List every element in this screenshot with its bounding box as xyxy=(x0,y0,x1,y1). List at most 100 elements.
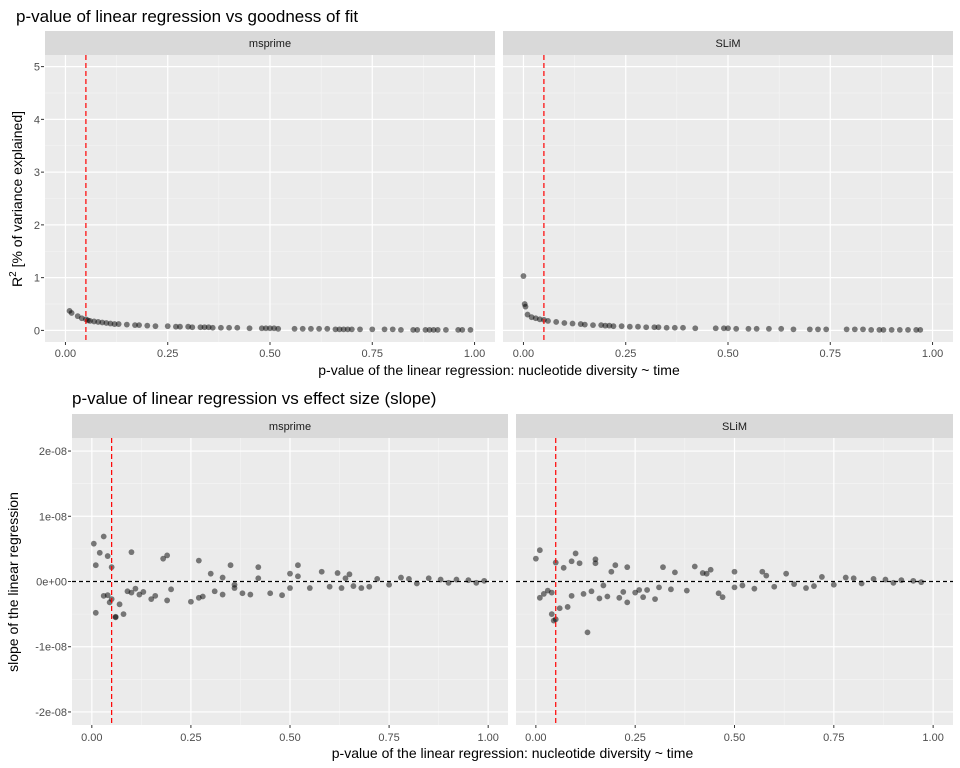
data-point xyxy=(715,590,722,597)
data-point xyxy=(643,324,650,331)
data-point xyxy=(459,326,466,333)
data-point xyxy=(123,321,130,328)
data-point xyxy=(287,570,293,577)
data-point xyxy=(481,577,488,584)
data-point xyxy=(263,325,269,332)
data-point xyxy=(410,326,417,333)
data-point xyxy=(751,585,758,592)
data-point xyxy=(759,568,766,575)
data-point xyxy=(366,583,373,590)
data-point xyxy=(120,611,127,618)
data-point xyxy=(888,326,895,333)
y-axis-title-main: R xyxy=(9,277,25,287)
facet-strip xyxy=(503,31,953,55)
data-point xyxy=(344,326,351,333)
data-point xyxy=(389,326,396,333)
data-point xyxy=(111,321,118,327)
data-point xyxy=(918,579,925,586)
data-point xyxy=(211,588,218,595)
data-point xyxy=(703,570,710,577)
data-point xyxy=(576,560,583,567)
data-point xyxy=(164,323,171,330)
panel-slim: SLiM 0.00 0.25 0.50 0.75 1.00 xyxy=(516,414,953,744)
panel-slim: SLiM 0.00 0.25 0.50 0.75 1.00 xyxy=(503,31,953,360)
data-point xyxy=(96,549,103,556)
y-tick-label: 1 xyxy=(34,273,40,285)
data-point xyxy=(626,323,633,330)
data-point xyxy=(624,564,631,571)
data-point xyxy=(316,325,322,332)
data-point xyxy=(520,273,527,279)
data-point xyxy=(173,323,179,330)
data-point xyxy=(584,629,591,636)
data-point xyxy=(406,575,412,582)
data-point xyxy=(604,593,611,600)
chart-title: p-value of linear regression vs effect s… xyxy=(72,389,436,408)
data-point xyxy=(851,326,858,333)
x-tick-label: 0.00 xyxy=(55,348,76,360)
data-point xyxy=(295,562,301,569)
data-point xyxy=(100,592,107,599)
data-point xyxy=(219,574,226,581)
data-point xyxy=(663,324,670,331)
data-point xyxy=(92,609,99,616)
data-point xyxy=(465,577,472,584)
data-point xyxy=(815,326,821,333)
data-point xyxy=(882,576,889,583)
data-point xyxy=(425,575,432,582)
y-axis-title: R2 [% of variance explained] xyxy=(8,111,25,287)
chart-2: p-value of linear regression vs effect s… xyxy=(5,389,953,761)
data-point xyxy=(783,570,790,577)
data-point xyxy=(197,324,204,331)
data-point xyxy=(201,324,208,331)
x-tick-label: 0.75 xyxy=(823,732,844,744)
x-tick-label: 0.50 xyxy=(279,732,300,744)
data-point xyxy=(92,562,99,569)
data-point xyxy=(239,590,246,597)
data-point xyxy=(132,322,138,329)
data-point xyxy=(655,324,662,331)
data-point xyxy=(640,594,647,601)
data-point xyxy=(803,585,809,591)
data-point xyxy=(346,571,353,578)
data-point xyxy=(195,594,202,601)
data-point xyxy=(843,326,850,333)
y-axis-title-superscript: 2 xyxy=(8,271,19,277)
data-point xyxy=(437,576,444,583)
facet-strip xyxy=(72,414,508,438)
data-point xyxy=(913,326,920,333)
data-point xyxy=(898,577,905,584)
data-point xyxy=(564,604,571,610)
data-point xyxy=(308,325,314,332)
data-point xyxy=(128,589,135,596)
data-point xyxy=(132,585,139,592)
data-point xyxy=(721,325,727,332)
data-point xyxy=(616,594,623,601)
y-tick-label: 4 xyxy=(34,114,40,126)
data-point xyxy=(791,581,797,588)
data-point xyxy=(588,588,595,595)
data-point xyxy=(536,594,543,601)
data-point xyxy=(318,568,325,575)
data-point xyxy=(600,582,607,589)
facet-strip-label: SLiM xyxy=(715,38,740,50)
data-point xyxy=(189,324,196,331)
data-point xyxy=(522,303,529,310)
data-point xyxy=(430,326,437,333)
data-point xyxy=(148,596,155,603)
data-point xyxy=(905,326,911,333)
data-point xyxy=(398,574,404,581)
data-point xyxy=(745,325,752,332)
data-point xyxy=(287,585,293,591)
data-point xyxy=(806,326,813,333)
data-point xyxy=(870,575,877,582)
data-point xyxy=(267,590,274,597)
data-point xyxy=(422,326,429,333)
x-axis-title: p-value of the linear regression: nucleo… xyxy=(332,745,694,761)
data-point xyxy=(231,581,238,588)
data-point xyxy=(136,322,142,329)
data-point xyxy=(279,592,285,599)
data-point xyxy=(386,581,392,588)
data-point xyxy=(568,592,575,599)
